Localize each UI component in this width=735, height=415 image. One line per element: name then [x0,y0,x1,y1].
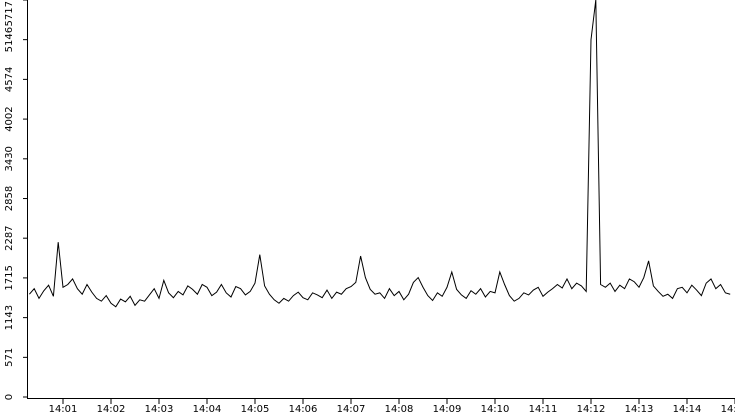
x-tick-label: 14:08 [385,404,414,415]
x-tick-label: 14:09 [433,404,462,415]
y-tick-label: 4002 [4,106,15,131]
y-tick-label: 0 [4,394,15,400]
y-tick-label: 3430 [4,146,15,171]
x-tick-label: 14:13 [625,404,654,415]
x-tick-label: 14:12 [577,404,606,415]
x-tick-label: 14:11 [529,404,558,415]
y-tick-label: 2858 [4,186,15,211]
y-tick-label: 1143 [4,305,15,330]
y-tick-label: 571 [4,348,15,367]
x-tick-label: 14:05 [241,404,270,415]
x-tick-label: 14:04 [193,404,222,415]
y-tick-label: 2287 [4,225,15,250]
x-tick-label: 14:06 [289,404,318,415]
x-tick-label: 14:15 [721,404,735,415]
y-tick-label: 5717 [4,1,15,26]
x-tick-label: 14:07 [337,404,366,415]
x-tick-label: 14:10 [481,404,510,415]
x-tick-label: 14:14 [673,404,702,415]
x-tick-label: 14:03 [145,404,174,415]
data-line [29,0,731,308]
x-tick-label: 14:02 [97,404,126,415]
y-tick-label: 4574 [4,67,15,92]
y-tick-label: 1715 [4,265,15,290]
x-tick-label: 14:01 [49,404,78,415]
y-tick-label: 5146 [4,27,15,52]
